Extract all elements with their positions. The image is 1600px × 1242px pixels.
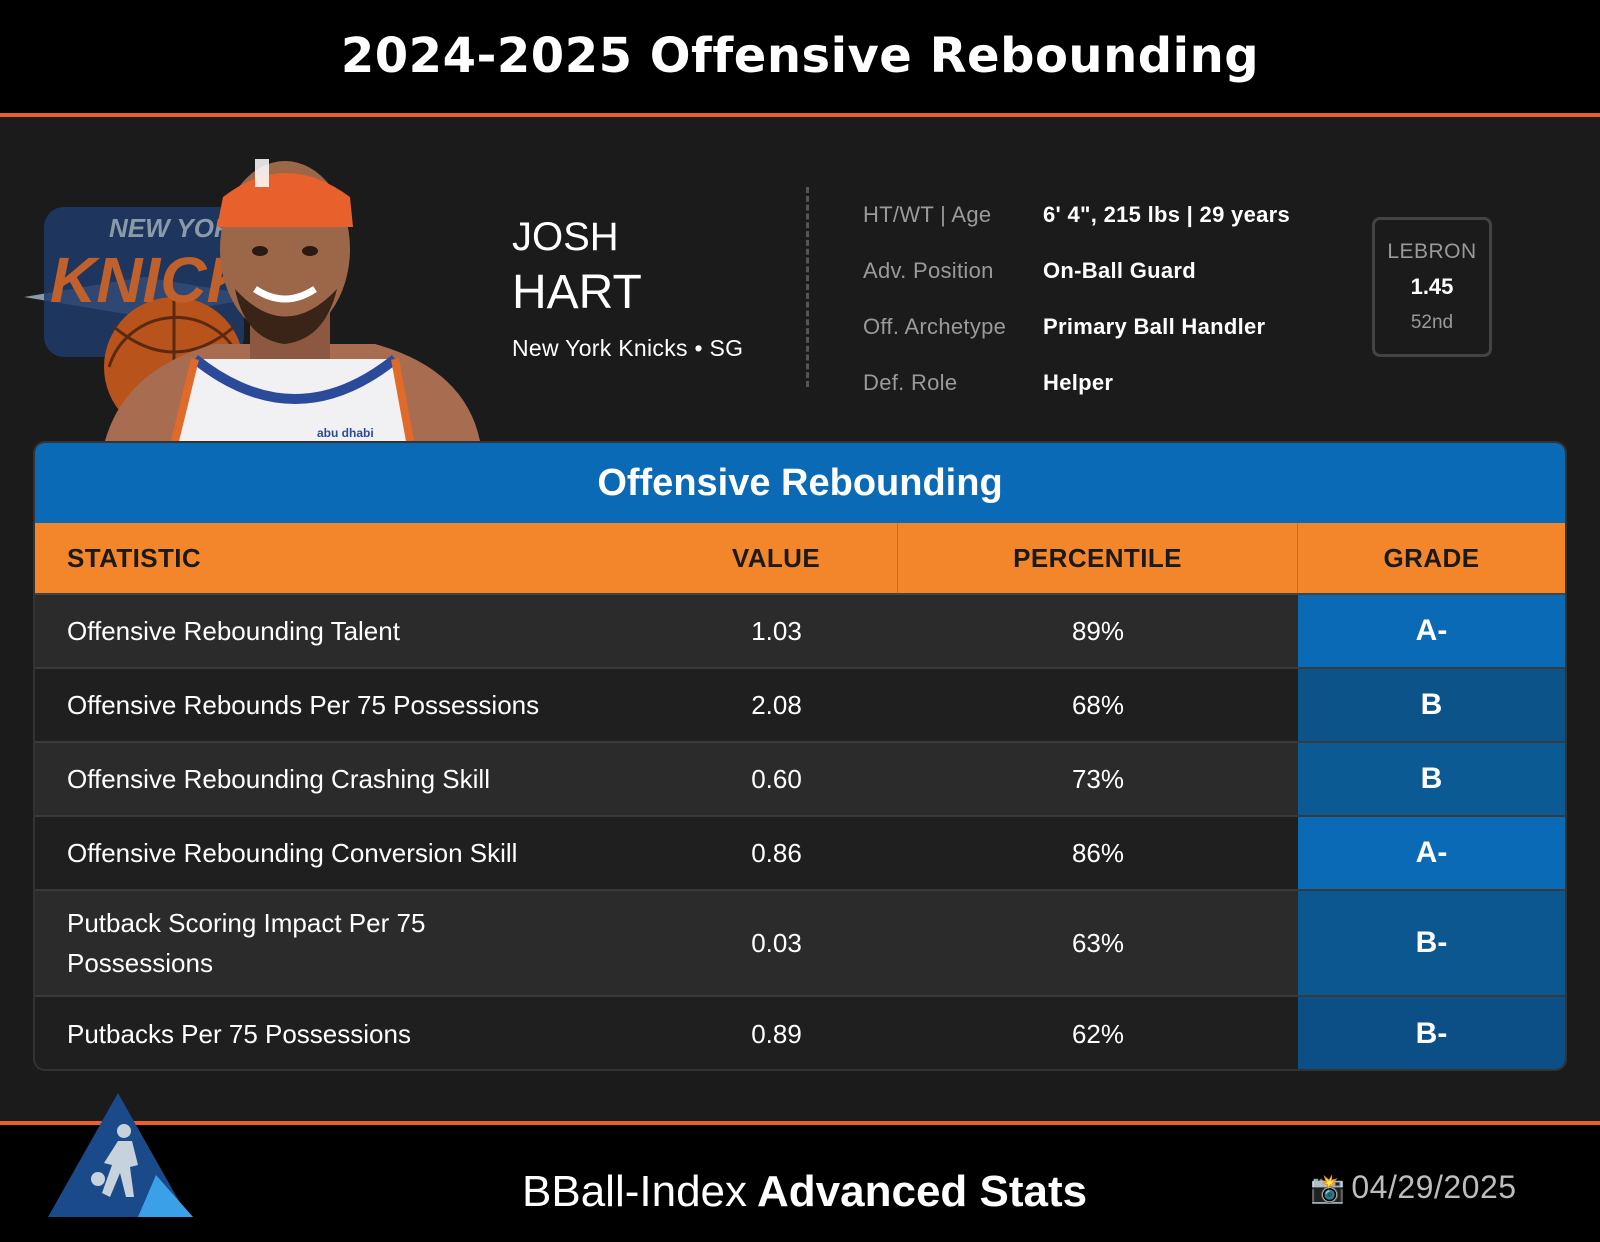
cell-value: 0.60 <box>751 763 802 794</box>
info-label: Off. Archetype <box>863 314 1007 339</box>
player-last-name: HART <box>512 266 642 319</box>
cell-grade: B <box>1298 669 1565 741</box>
cell-grade: A- <box>1298 595 1565 667</box>
cell-percentile: 63% <box>1071 927 1125 958</box>
brand-text: BBall-Index Advanced Stats <box>522 1167 1087 1217</box>
info-divider <box>806 187 809 387</box>
cell-statistic: Offensive Rebounds Per 75 Possessions <box>67 690 540 720</box>
info-value: On-Ball Guard <box>1043 258 1197 283</box>
info-row-position: Adv. Position On-Ball Guard <box>863 243 1290 299</box>
cell-grade: B <box>1298 743 1565 815</box>
header-statistic: STATISTIC <box>67 542 202 573</box>
info-label: Def. Role <box>863 370 958 395</box>
cell-value: 1.03 <box>751 615 802 646</box>
cell-value: 0.89 <box>751 1018 802 1049</box>
lebron-rank: 52nd <box>1410 312 1454 333</box>
cell-grade: A- <box>1298 817 1565 889</box>
lebron-label: LEBRON <box>1387 240 1477 263</box>
cell-percentile: 86% <box>1071 837 1125 868</box>
cell-statistic: Putback Scoring Impact Per 75 Possession… <box>67 908 426 978</box>
cell-statistic: Offensive Rebounding Conversion Skill <box>67 838 518 868</box>
info-value: Helper <box>1043 370 1114 395</box>
cell-statistic: Offensive Rebounding Talent <box>67 616 400 646</box>
header-grade: GRADE <box>1383 542 1480 573</box>
player-info-table: HT/WT | Age 6' 4", 215 lbs | 29 years Ad… <box>863 187 1290 411</box>
table-title-bar: Offensive Rebounding <box>35 443 1565 523</box>
table-title: Offensive Rebounding <box>597 461 1003 504</box>
header-percentile: PERCENTILE <box>898 523 1298 593</box>
player-name-block: JOSH HART New York Knicks • SG <box>512 209 743 362</box>
info-label: HT/WT | Age <box>863 202 992 227</box>
lebron-value: 1.45 <box>1410 274 1454 299</box>
table-header-row: STATISTIC VALUE PERCENTILE GRADE <box>35 523 1565 595</box>
table-row: Putback Scoring Impact Per 75 Possession… <box>35 891 1565 997</box>
cell-percentile: 73% <box>1071 763 1125 794</box>
camera-icon: 📸 <box>1310 1173 1346 1204</box>
cell-value: 2.08 <box>751 689 802 720</box>
info-label: Adv. Position <box>863 258 994 283</box>
team-position: New York Knicks • SG <box>512 335 744 361</box>
brand-bold: Advanced Stats <box>757 1167 1088 1216</box>
info-row-archetype: Off. Archetype Primary Ball Handler <box>863 299 1290 355</box>
cell-statistic: Offensive Rebounding Crashing Skill <box>67 764 490 794</box>
date-text: 04/29/2025 <box>1351 1169 1517 1205</box>
brand-light: BBall-Index <box>522 1167 748 1216</box>
footer-date: 📸 04/29/2025 <box>1310 1169 1517 1206</box>
cell-percentile: 62% <box>1071 1018 1125 1049</box>
info-row-defensive-role: Def. Role Helper <box>863 355 1290 411</box>
table-row: Putbacks Per 75 Possessions 0.89 62% B- <box>35 997 1565 1069</box>
jersey-sponsor: abu dhabi <box>317 426 374 440</box>
table-row: Offensive Rebounding Conversion Skill 0.… <box>35 817 1565 891</box>
page-footer: BBall-Index Advanced Stats 📸 04/29/2025 <box>0 1093 1600 1242</box>
table-row: Offensive Rebounding Talent 1.03 89% A- <box>35 595 1565 669</box>
info-row-height-weight-age: HT/WT | Age 6' 4", 215 lbs | 29 years <box>863 187 1290 243</box>
bball-index-logo <box>48 1093 193 1217</box>
stats-table: Offensive Rebounding STATISTIC VALUE PER… <box>33 441 1567 1071</box>
cell-value: 0.03 <box>751 927 802 958</box>
page-header: 2024-2025 Offensive Rebounding <box>0 0 1600 117</box>
player-card: NEW YORK KNICKS abu dhabi JOSH HART New … <box>0 117 1600 441</box>
table-row: Offensive Rebounds Per 75 Possessions 2.… <box>35 669 1565 743</box>
table-row: Offensive Rebounding Crashing Skill 0.60… <box>35 743 1565 817</box>
page-title: 2024-2025 Offensive Rebounding <box>340 27 1260 84</box>
cell-grade: B- <box>1298 891 1565 995</box>
info-value: Primary Ball Handler <box>1043 314 1266 339</box>
player-first-name: JOSH <box>512 215 619 259</box>
cell-statistic: Putbacks Per 75 Possessions <box>67 1019 411 1049</box>
player-photo: abu dhabi <box>105 159 480 441</box>
cell-percentile: 89% <box>1071 615 1125 646</box>
cell-value: 0.86 <box>751 837 802 868</box>
info-value: 6' 4", 215 lbs | 29 years <box>1043 202 1291 227</box>
lebron-rating-box: LEBRON 1.45 52nd <box>1372 217 1492 357</box>
cell-percentile: 68% <box>1071 689 1125 720</box>
cell-grade: B- <box>1298 997 1565 1069</box>
header-value: VALUE <box>655 523 898 593</box>
